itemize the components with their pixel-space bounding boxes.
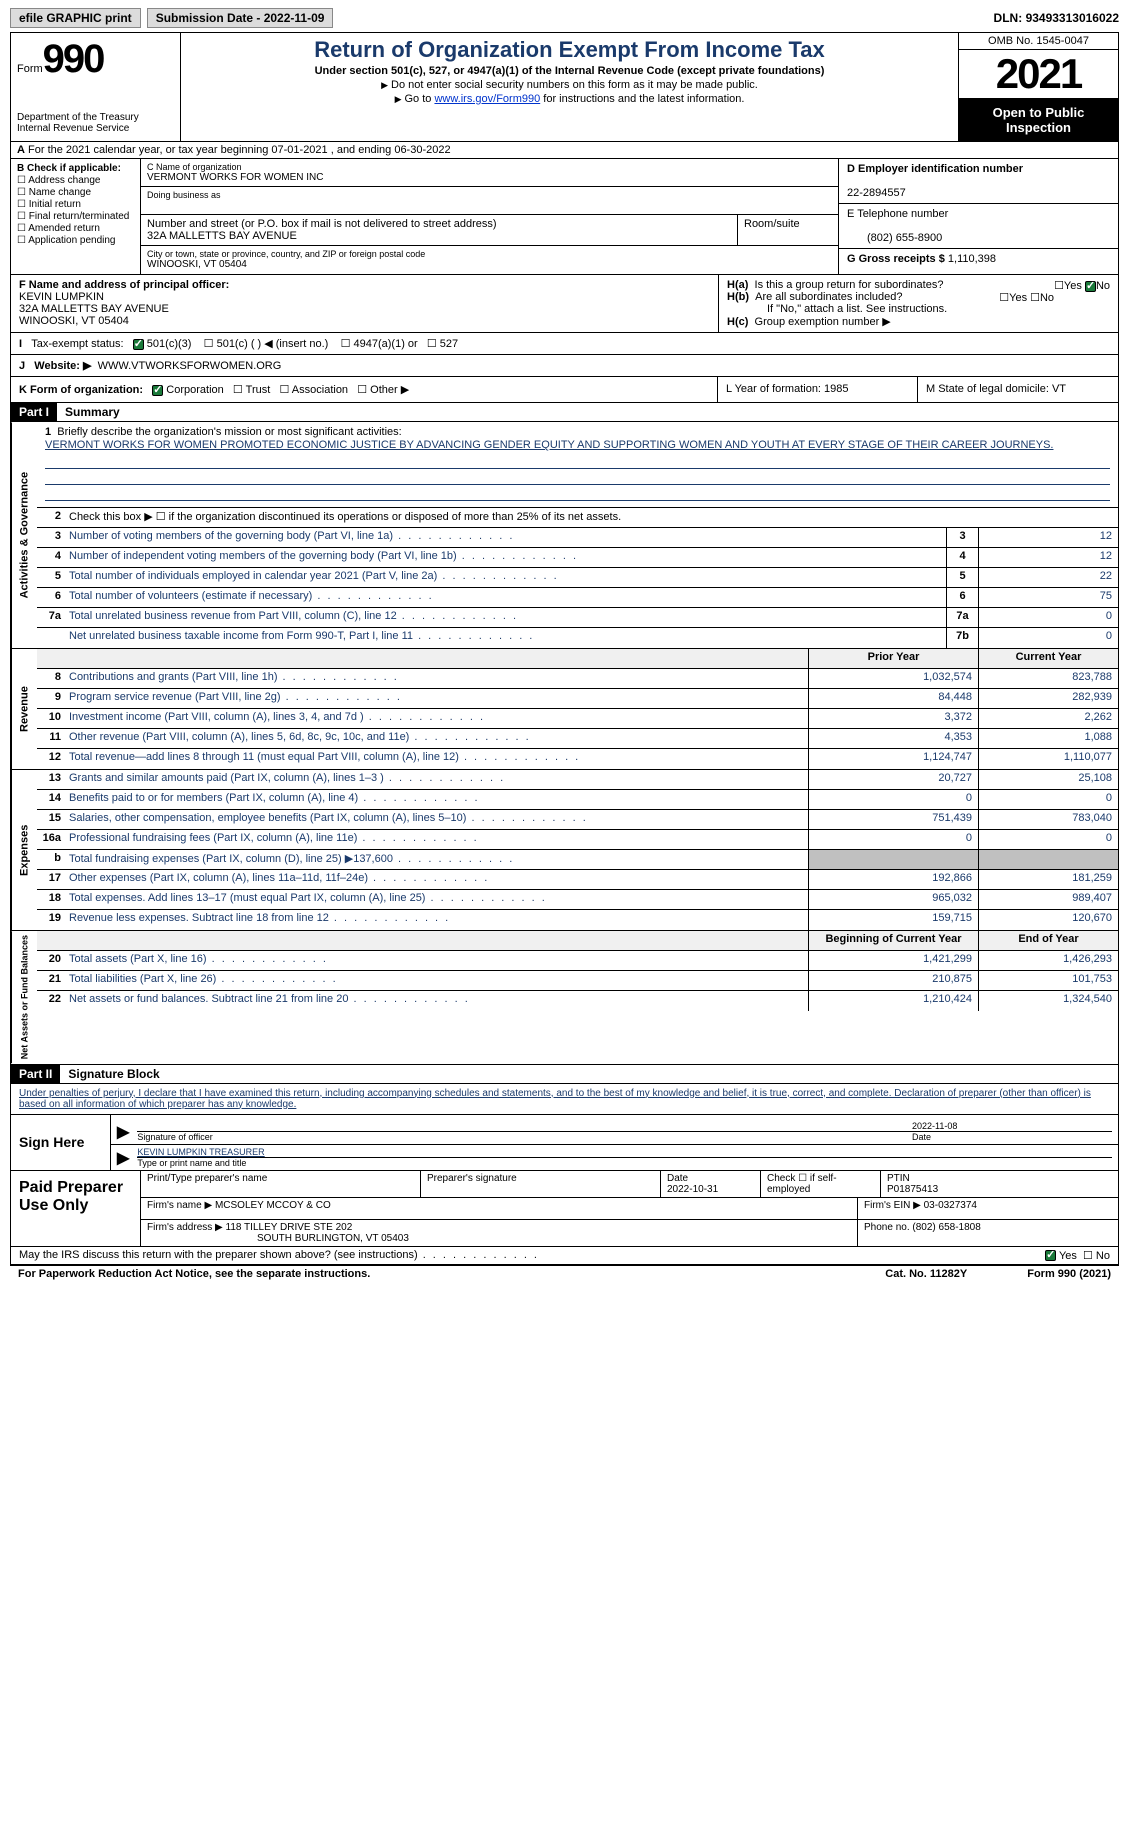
officer-cell: F Name and address of principal officer:… xyxy=(11,275,718,332)
mission-box: 1 Briefly describe the organization's mi… xyxy=(37,422,1118,508)
chk-initial-return[interactable]: ☐ Initial return xyxy=(17,199,134,210)
form-header: Form990 Department of the Treasury Inter… xyxy=(11,33,1118,142)
discuss-yes[interactable] xyxy=(1045,1250,1056,1261)
summary-line: 14Benefits paid to or for members (Part … xyxy=(37,790,1118,810)
note-link: Go to www.irs.gov/Form990 for instructio… xyxy=(189,93,950,105)
summary-line: 16aProfessional fundraising fees (Part I… xyxy=(37,830,1118,850)
submission-button[interactable]: Submission Date - 2022-11-09 xyxy=(147,8,334,28)
summary-line: 7aTotal unrelated business revenue from … xyxy=(37,608,1118,628)
summary-line: 6Total number of volunteers (estimate if… xyxy=(37,588,1118,608)
side-expenses: Expenses xyxy=(11,770,37,930)
ha-no-check xyxy=(1085,281,1096,292)
side-governance: Activities & Governance xyxy=(11,422,37,648)
dept-label: Department of the Treasury Internal Reve… xyxy=(17,112,174,134)
discuss-row: May the IRS discuss this return with the… xyxy=(11,1247,1118,1265)
gross-receipts-cell: G Gross receipts $ 1,110,398 xyxy=(839,249,1118,269)
dba-cell: Doing business as xyxy=(141,187,838,215)
revenue-header: Prior Year Current Year xyxy=(37,649,1118,669)
part1-header: Part I Summary xyxy=(11,403,1118,422)
summary-line: 20Total assets (Part X, line 16)1,421,29… xyxy=(37,951,1118,971)
form-subtitle: Under section 501(c), 527, or 4947(a)(1)… xyxy=(189,65,950,77)
form-title: Return of Organization Exempt From Incom… xyxy=(189,37,950,63)
website-row: J Website: ▶ WWW.VTWORKSFORWOMEN.ORG xyxy=(11,355,1118,377)
chk-501c3[interactable] xyxy=(133,339,144,350)
summary-line: 13Grants and similar amounts paid (Part … xyxy=(37,770,1118,790)
summary-line: 17Other expenses (Part IX, column (A), l… xyxy=(37,870,1118,890)
sign-here-label: Sign Here xyxy=(11,1115,111,1170)
line-2: 2 Check this box ▶ ☐ if the organization… xyxy=(37,508,1118,528)
dln: DLN: 93493313016022 xyxy=(994,11,1119,25)
summary-line: 9Program service revenue (Part VIII, lin… xyxy=(37,689,1118,709)
row-klm: K Form of organization: Corporation ☐ Tr… xyxy=(11,377,1118,403)
preparer-firm-row: Firm's name ▶ MCSOLEY MCCOY & CO Firm's … xyxy=(141,1198,1118,1220)
footer: For Paperwork Reduction Act Notice, see … xyxy=(10,1266,1119,1282)
summary-line: 21Total liabilities (Part X, line 26)210… xyxy=(37,971,1118,991)
room-cell: Room/suite xyxy=(738,215,838,245)
tax-exempt-row: I Tax-exempt status: 501(c)(3) ☐ 501(c) … xyxy=(11,333,1118,355)
row-a-period: A For the 2021 calendar year, or tax yea… xyxy=(11,142,1118,159)
summary-line: 11Other revenue (Part VIII, column (A), … xyxy=(37,729,1118,749)
perjury-declaration: Under penalties of perjury, I declare th… xyxy=(11,1084,1118,1115)
summary-line: 18Total expenses. Add lines 13–17 (must … xyxy=(37,890,1118,910)
netassets-header: Beginning of Current Year End of Year xyxy=(37,931,1118,951)
summary-line: 12Total revenue—add lines 8 through 11 (… xyxy=(37,749,1118,769)
paid-preparer-label: Paid Preparer Use Only xyxy=(11,1171,141,1246)
inspection-label: Open to Public Inspection xyxy=(959,99,1118,141)
efile-button[interactable]: efile GRAPHIC print xyxy=(10,8,141,28)
chk-application[interactable]: ☐ Application pending xyxy=(17,235,134,246)
chk-amended[interactable]: ☐ Amended return xyxy=(17,223,134,234)
ein-cell: D Employer identification number 22-2894… xyxy=(839,159,1118,204)
summary-line: 15Salaries, other compensation, employee… xyxy=(37,810,1118,830)
chk-address-change[interactable]: ☐ Address change xyxy=(17,175,134,186)
street-cell: Number and street (or P.O. box if mail i… xyxy=(141,215,738,245)
group-return-cell: H(a) Is this a group return for subordin… xyxy=(718,275,1118,332)
part2-header: Part II Signature Block xyxy=(11,1065,1118,1084)
preparer-row1: Print/Type preparer's name Preparer's si… xyxy=(141,1171,1118,1198)
top-toolbar: efile GRAPHIC print Submission Date - 20… xyxy=(10,8,1119,28)
summary-line: 19Revenue less expenses. Subtract line 1… xyxy=(37,910,1118,930)
chk-final-return[interactable]: ☐ Final return/terminated xyxy=(17,211,134,222)
officer-name-line: ▶ KEVIN LUMPKIN TREASURERType or print n… xyxy=(111,1145,1118,1170)
omb-number: OMB No. 1545-0047 xyxy=(959,33,1118,50)
summary-line: 10Investment income (Part VIII, column (… xyxy=(37,709,1118,729)
summary-line: 22Net assets or fund balances. Subtract … xyxy=(37,991,1118,1011)
summary-line: bTotal fundraising expenses (Part IX, co… xyxy=(37,850,1118,870)
city-cell: City or town, state or province, country… xyxy=(141,246,838,274)
summary-line: 4Number of independent voting members of… xyxy=(37,548,1118,568)
summary-line: 8Contributions and grants (Part VIII, li… xyxy=(37,669,1118,689)
note-ssn: Do not enter social security numbers on … xyxy=(189,79,950,91)
irs-link[interactable]: www.irs.gov/Form990 xyxy=(434,93,540,105)
chk-corporation[interactable] xyxy=(152,385,163,396)
org-name-cell: C Name of organization VERMONT WORKS FOR… xyxy=(141,159,838,187)
side-revenue: Revenue xyxy=(11,649,37,769)
tax-year: 2021 xyxy=(959,50,1118,99)
chk-name-change[interactable]: ☐ Name change xyxy=(17,187,134,198)
form-number: Form990 xyxy=(17,37,174,82)
phone-cell: E Telephone number (802) 655-8900 xyxy=(839,204,1118,249)
summary-line: Net unrelated business taxable income fr… xyxy=(37,628,1118,648)
side-netassets: Net Assets or Fund Balances xyxy=(11,931,37,1063)
officer-signature-line: ▶ Signature of officer 2022-11-08Date xyxy=(111,1115,1118,1145)
col-b-checkboxes: B Check if applicable: ☐ Address change … xyxy=(11,159,141,274)
preparer-addr-row: Firm's address ▶ 118 TILLEY DRIVE STE 20… xyxy=(141,1220,1118,1246)
summary-line: 5Total number of individuals employed in… xyxy=(37,568,1118,588)
summary-line: 3Number of voting members of the governi… xyxy=(37,528,1118,548)
